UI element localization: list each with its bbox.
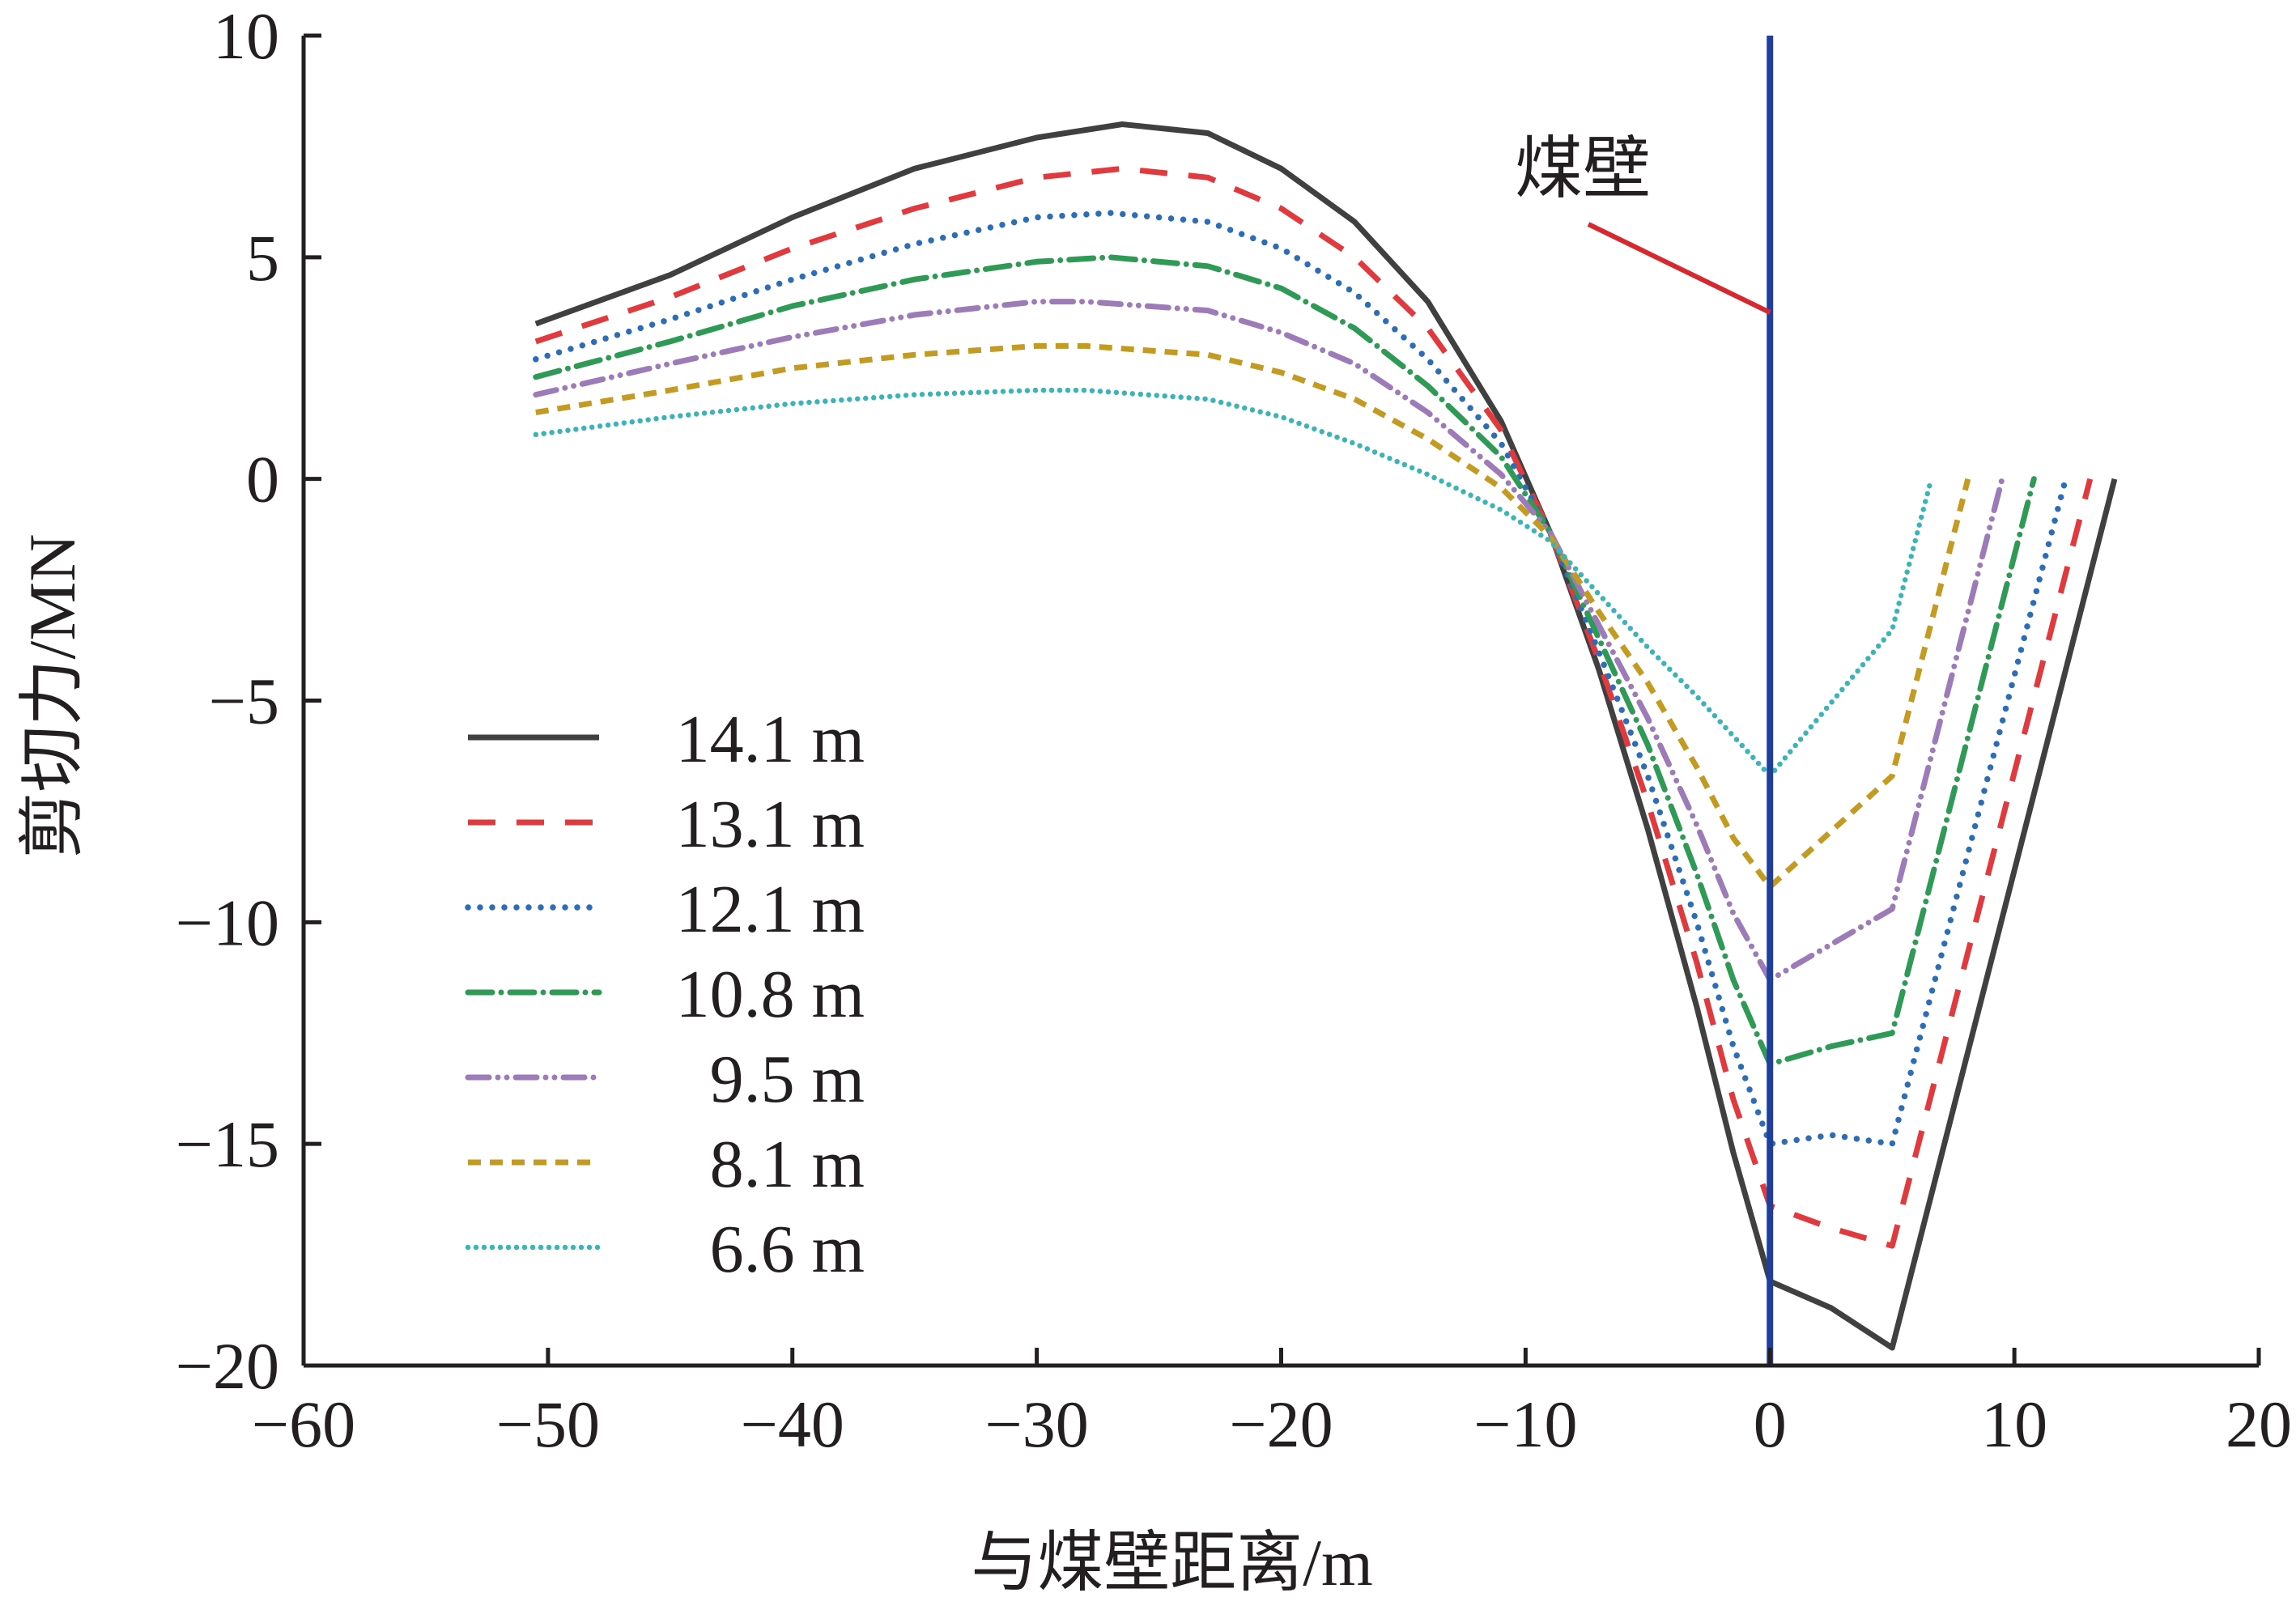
y-tick-label: −20 xyxy=(176,1329,279,1403)
x-axis-title: 与煤壁距离/m xyxy=(971,1526,1373,1599)
legend: 14.1 m 13.1 m 12.1 m 10.8 m 9.5 m 8.1 m 6.6 m xyxy=(465,702,865,1287)
legend-label: 6.6 m xyxy=(710,1212,865,1287)
y-tick-label: 10 xyxy=(213,0,279,73)
series-line-10-8m xyxy=(533,254,2037,1068)
legend-label: 9.5 m xyxy=(710,1042,865,1117)
x-tick-label: 10 xyxy=(1981,1387,2047,1461)
y-axis-title: 剪切力/MN xyxy=(15,534,89,859)
coal-wall-pointer xyxy=(1587,222,1771,315)
x-tick-label: −40 xyxy=(741,1387,844,1461)
plot-area xyxy=(533,36,2118,1366)
legend-label: 12.1 m xyxy=(676,872,865,947)
legend-label: 10.8 m xyxy=(676,957,865,1032)
legend-label: 13.1 m xyxy=(676,787,865,862)
x-tick-label: −60 xyxy=(252,1387,355,1461)
x-tick-label: −10 xyxy=(1473,1387,1577,1461)
series-line-9-5m xyxy=(533,299,2005,983)
series-line-13-1m xyxy=(534,165,2094,1249)
series-line-6-6m xyxy=(533,387,1934,779)
y-tick-label: −10 xyxy=(176,886,279,959)
x-tick-label: −30 xyxy=(985,1387,1089,1461)
y-tick-label: −15 xyxy=(176,1107,279,1181)
legend-label: 14.1 m xyxy=(676,702,865,777)
legend-label: 8.1 m xyxy=(710,1127,865,1202)
coal-wall-annotation-label: 煤壁 xyxy=(1515,132,1651,207)
x-tick-label: −20 xyxy=(1229,1387,1333,1461)
y-tick-label: −5 xyxy=(209,665,279,738)
x-tick-label: −50 xyxy=(496,1387,600,1461)
y-tick-label: 5 xyxy=(246,221,279,295)
series-line-8-1m xyxy=(535,342,1971,890)
y-tick-label: 0 xyxy=(246,443,279,516)
x-tick-label: 20 xyxy=(2226,1387,2292,1461)
series-line-14-1m xyxy=(534,121,2118,1351)
x-tick-label: 0 xyxy=(1754,1387,1787,1461)
